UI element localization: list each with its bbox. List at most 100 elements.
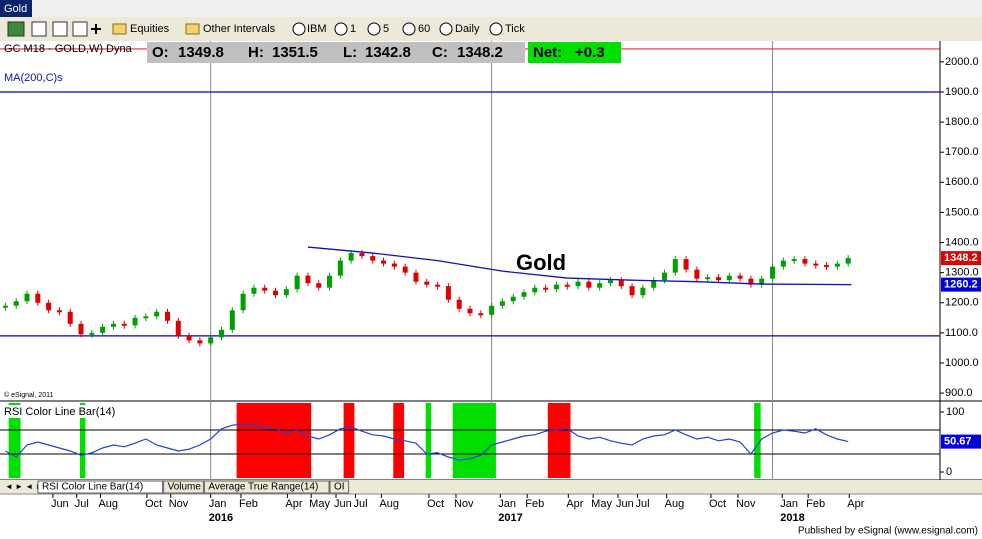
icon[interactable]	[91, 24, 101, 34]
quote-value: 1342.8	[365, 44, 411, 61]
candle	[716, 277, 722, 281]
x-tick-label: Jun	[334, 498, 352, 510]
candle	[672, 259, 678, 273]
toolbar-button[interactable]: 1	[350, 23, 356, 35]
candle	[575, 281, 581, 287]
quote-label: O:	[152, 44, 169, 61]
candle	[305, 275, 311, 284]
candle	[164, 311, 170, 321]
icon[interactable]	[72, 21, 88, 37]
icon[interactable]	[31, 21, 47, 37]
interval-icon	[367, 22, 381, 36]
quote-value: 1349.8	[178, 44, 224, 61]
x-tick-label: Nov	[736, 498, 756, 510]
candle	[813, 263, 819, 266]
window-title: Gold	[4, 3, 27, 15]
candle	[391, 263, 397, 267]
tab-label[interactable]: OI	[334, 482, 345, 493]
icon[interactable]	[7, 21, 25, 37]
toolbar-button[interactable]: Other Intervals	[203, 23, 276, 35]
candle	[467, 308, 473, 314]
toolbar-button[interactable]: 5	[383, 23, 389, 35]
candle	[370, 256, 376, 261]
window-tab[interactable]	[0, 0, 32, 17]
x-tick-label: Feb	[806, 498, 825, 510]
toolbar-button[interactable]: IBM	[307, 23, 327, 35]
x-tick-label: Apr	[285, 498, 302, 510]
candle	[251, 287, 257, 294]
folder-icon	[185, 23, 200, 35]
candle	[186, 335, 192, 341]
tab[interactable]	[37, 480, 164, 494]
tab-label[interactable]: Average True Range(14)	[208, 482, 318, 493]
rsi-zone	[452, 403, 496, 478]
x-tick-label: Jun	[616, 498, 634, 510]
y-tick-label: 2000.0	[945, 56, 979, 68]
toolbar-button[interactable]: Tick	[505, 23, 525, 35]
rsi-title-bg	[2, 405, 128, 418]
y-tick-label: 0	[946, 466, 952, 478]
candle	[456, 299, 462, 309]
candle	[802, 259, 808, 264]
candle	[564, 284, 570, 287]
candle	[175, 320, 181, 336]
candle	[791, 259, 797, 262]
tab[interactable]	[203, 480, 330, 494]
x-tick-label: Jul	[353, 498, 367, 510]
candle	[683, 259, 689, 270]
rsi-value-label-box	[941, 434, 981, 449]
rsi-value-label: 50.67	[944, 436, 972, 448]
net-box	[528, 42, 621, 63]
toolbar-button[interactable]: 60	[418, 23, 430, 35]
candle	[89, 332, 95, 335]
rsi-zone	[79, 403, 86, 478]
y-tick-label: 1300.0	[945, 267, 979, 279]
candle	[24, 293, 30, 302]
toolbar-button[interactable]: Equities	[130, 23, 170, 35]
tab-label[interactable]: Volume	[168, 482, 202, 493]
interval-icon	[489, 22, 503, 36]
candle	[640, 287, 646, 296]
candle	[100, 326, 106, 333]
candle	[154, 311, 160, 317]
folder-icon	[112, 23, 127, 35]
year-label: 2018	[780, 512, 804, 524]
tab[interactable]	[163, 480, 204, 494]
icon[interactable]	[52, 21, 68, 37]
net-label: Net:	[533, 44, 562, 61]
x-tick-label: Aug	[379, 498, 399, 510]
candle	[283, 289, 289, 296]
candle	[845, 258, 851, 264]
x-tick-label: Jan	[498, 498, 516, 510]
x-tick-label: Nov	[454, 498, 474, 510]
toolbar-button[interactable]: Daily	[455, 23, 480, 35]
tab[interactable]	[329, 480, 350, 494]
interval-icon	[334, 22, 348, 36]
rsi-zone	[236, 403, 312, 478]
y-tick-label: 1500.0	[945, 206, 979, 218]
candle	[532, 287, 538, 293]
x-tick-label: Jul	[75, 498, 89, 510]
candle	[553, 284, 559, 290]
candle	[521, 292, 527, 297]
y-tick-label: 100	[946, 406, 964, 418]
quote-label: H:	[248, 44, 264, 61]
candle	[273, 290, 279, 296]
quote-value: 1351.5	[272, 44, 318, 61]
x-tick-label: Feb	[525, 498, 544, 510]
candle	[834, 263, 840, 267]
y-tick-label: 1100.0	[945, 327, 978, 339]
candle	[629, 286, 635, 296]
candle	[661, 272, 667, 281]
x-tick-label: Jun	[51, 498, 69, 510]
candle	[770, 266, 776, 279]
x-tick-label: Oct	[709, 498, 726, 510]
candle	[240, 293, 246, 311]
candle	[2, 305, 8, 308]
tab-label[interactable]: RSI Color Line Bar(14)	[42, 482, 143, 493]
tab-arrows[interactable]: ◄ ► ◄ ►	[5, 482, 43, 491]
candle	[208, 337, 214, 344]
candle	[478, 313, 484, 316]
x-tick-label: Feb	[239, 498, 258, 510]
